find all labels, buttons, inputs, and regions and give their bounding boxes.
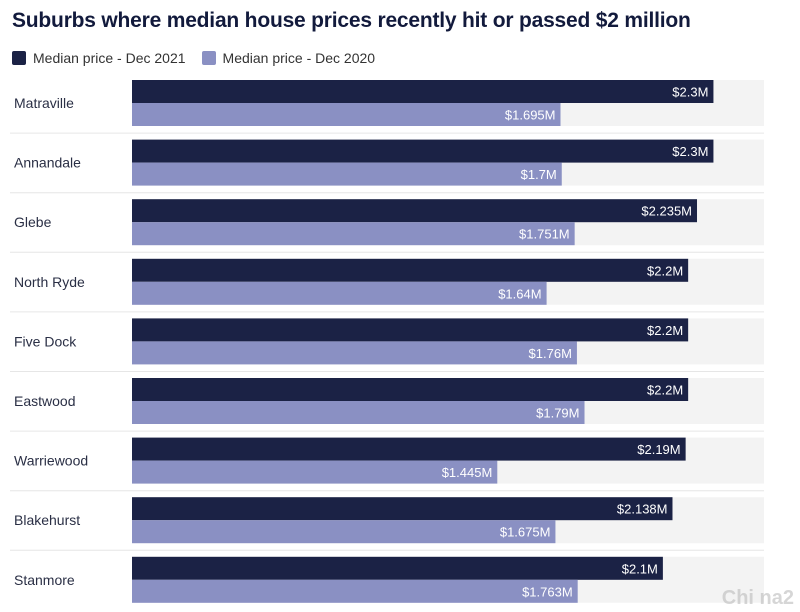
category-label-five-dock: Five Dock — [14, 333, 77, 349]
bar-2021-north-ryde — [132, 258, 689, 282]
legend-label-2020: Median price - Dec 2020 — [222, 50, 376, 66]
bar-2020-annandale — [132, 162, 562, 186]
data-label-2020-eastwood: $1.79M — [536, 406, 579, 421]
category-label-north-ryde: North Ryde — [14, 274, 85, 290]
data-label-2020-annandale: $1.7M — [521, 167, 557, 182]
data-label-2021-five-dock: $2.2M — [647, 323, 683, 338]
data-label-2020-five-dock: $1.76M — [529, 346, 572, 361]
bar-2020-stanmore — [132, 579, 578, 603]
legend-label-2021: Median price - Dec 2021 — [33, 50, 186, 66]
data-label-2021-glebe: $2.235M — [641, 204, 692, 219]
bar-2021-eastwood — [132, 378, 689, 401]
bar-2021-warriewood — [132, 437, 686, 461]
bar-2020-matraville — [132, 103, 561, 126]
legend-item-2020: Median price - Dec 2020 — [201, 50, 376, 66]
data-label-2021-stanmore: $2.1M — [622, 561, 658, 576]
category-label-eastwood: Eastwood — [14, 393, 75, 409]
data-label-2021-annandale: $2.3M — [672, 144, 708, 159]
data-label-2021-warriewood: $2.19M — [637, 442, 680, 457]
category-label-annandale: Annandale — [14, 155, 81, 171]
bar-2021-stanmore — [132, 556, 663, 580]
data-label-2020-glebe: $1.751M — [519, 227, 570, 242]
data-label-2021-north-ryde: $2.2M — [647, 263, 683, 278]
legend-swatch-2021 — [12, 51, 26, 65]
bar-2021-annandale — [132, 139, 714, 163]
data-label-2020-warriewood: $1.445M — [442, 465, 493, 480]
legend-item-2021: Median price - Dec 2021 — [12, 50, 186, 66]
data-label-2021-matraville: $2.3M — [672, 85, 708, 100]
bar-2020-north-ryde — [132, 281, 547, 305]
data-label-2021-blakehurst: $2.138M — [617, 502, 668, 517]
data-label-2020-blakehurst: $1.675M — [500, 525, 551, 540]
chart-title: Suburbs where median house prices recent… — [12, 9, 691, 32]
data-label-2020-north-ryde: $1.64M — [498, 286, 541, 301]
category-label-glebe: Glebe — [14, 214, 52, 230]
bar-2020-blakehurst — [132, 520, 556, 544]
data-label-2020-stanmore: $1.763M — [522, 584, 573, 599]
category-label-matraville: Matraville — [14, 95, 74, 111]
data-label-2021-eastwood: $2.2M — [647, 383, 683, 398]
category-label-blakehurst: Blakehurst — [14, 512, 80, 528]
category-label-stanmore: Stanmore — [14, 572, 75, 588]
legend: Median price - Dec 2021 Median price - D… — [12, 50, 391, 66]
bar-2021-blakehurst — [132, 497, 673, 521]
bar-2021-five-dock — [132, 318, 689, 342]
watermark: Chi na2 — [721, 587, 794, 609]
bar-2020-glebe — [132, 222, 575, 246]
category-label-warriewood: Warriewood — [14, 453, 88, 469]
data-label-2020-matraville: $1.695M — [505, 108, 556, 123]
bar-2020-eastwood — [132, 401, 585, 424]
legend-swatch-2020 — [201, 51, 216, 65]
bar-2020-warriewood — [132, 460, 498, 484]
bar-2020-five-dock — [132, 341, 577, 365]
bar-2021-matraville — [132, 80, 714, 103]
bar-2021-glebe — [132, 199, 698, 223]
